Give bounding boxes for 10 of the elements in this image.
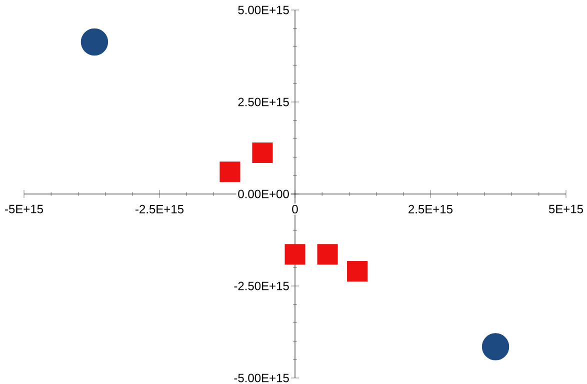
- y-tick-label: -5.00E+15: [234, 374, 289, 382]
- x-tick-label: 2.5E+15: [408, 204, 453, 214]
- x-tick-label: -5E+15: [5, 204, 44, 214]
- y-tick-label: 5.00E+15: [238, 6, 289, 14]
- x-tick-label: 0: [292, 204, 298, 214]
- y-tick-label: 0.00E+00: [238, 190, 289, 198]
- x-tick-label: 5E+15: [548, 204, 583, 214]
- y-tick-label: 2.50E+15: [238, 98, 289, 106]
- x-tick-label: -2.5E+15: [136, 204, 184, 214]
- y-tick-label: -2.50E+15: [234, 282, 289, 290]
